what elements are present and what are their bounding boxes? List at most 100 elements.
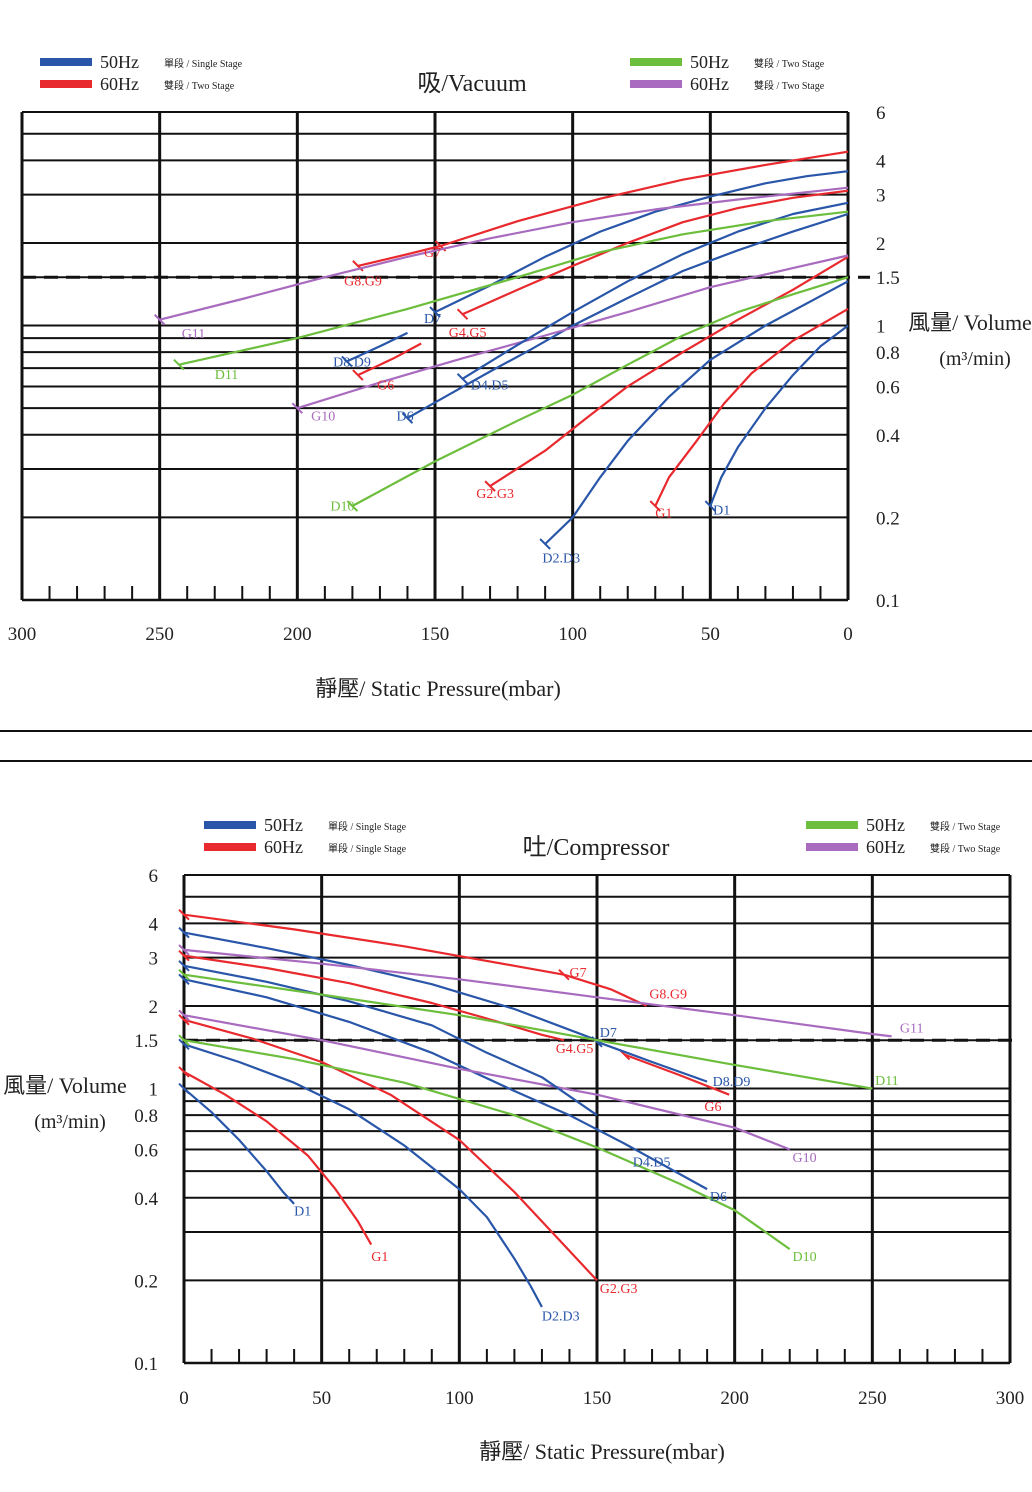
series-endcap-3: [484, 480, 496, 492]
series-endcap-4: [178, 1034, 190, 1046]
series-line-9: [183, 954, 565, 1042]
series-endcap-5: [401, 412, 414, 424]
curve-label: G2.G3: [600, 1282, 638, 1297]
legend-desc: 雙段 / Two Stage: [754, 57, 825, 70]
curve-label: G7: [424, 246, 441, 261]
y-tick-label: 0.6: [876, 377, 900, 398]
curve-label: D2.D3: [542, 1309, 580, 1324]
curve-label: G11: [900, 1022, 924, 1037]
legend-label: 50Hz: [690, 52, 729, 72]
legend-label: 60Hz: [264, 837, 303, 857]
y-tick-label: 1.5: [876, 268, 900, 289]
legend-swatch: [40, 80, 92, 88]
series-line-8: [624, 1053, 730, 1096]
legend-desc: 單段 / Single Stage: [328, 820, 407, 833]
curve-label: G7: [569, 966, 586, 981]
series-line-15: [183, 948, 892, 1038]
curve-label: G4.G5: [449, 326, 487, 341]
x-tick-label: 100: [445, 1388, 474, 1409]
x-tick-label: 200: [283, 624, 312, 645]
y-tick-label: 3: [149, 949, 159, 970]
x-tick-label: 150: [421, 624, 450, 645]
legend-swatch: [806, 843, 858, 851]
legend-desc: 單段 / Single Stage: [164, 57, 243, 70]
curve-label: D1: [713, 503, 730, 518]
legend-swatch: [630, 58, 682, 66]
curve-label: G8.G9: [344, 274, 382, 289]
legend-label: 50Hz: [100, 52, 139, 72]
vacuum-title: 吸/Vacuum: [417, 71, 527, 97]
series-endcap-6: [291, 402, 304, 414]
series-endcap-11: [178, 926, 190, 939]
series-line-7: [461, 201, 849, 380]
series-line-4: [183, 1039, 791, 1250]
series-line-10: [596, 1040, 708, 1083]
y-tick-label: 0.8: [134, 1106, 158, 1127]
legend-desc: 雙段 / Two Stage: [754, 79, 825, 92]
legend-desc: 雙段 / Two Stage: [930, 842, 1001, 855]
x-tick-label: 150: [583, 1388, 612, 1409]
legend-swatch: [40, 58, 92, 66]
series-line-15: [159, 186, 849, 321]
series-line-1: [183, 1070, 373, 1246]
y-tick-label: 4: [876, 151, 886, 172]
curve-label: D7: [600, 1026, 617, 1041]
series-endcap-9: [456, 308, 469, 320]
series-endcap-1: [649, 500, 661, 512]
series-line-0: [709, 324, 849, 507]
series-endcap-10: [341, 355, 353, 368]
curve-label: D4.D5: [633, 1155, 671, 1170]
curve-label: G6: [704, 1100, 721, 1115]
series-endcap-15: [153, 314, 166, 326]
compressor-legend: 50Hz 單段 / Single Stage 60Hz 單段 / Single Sta…: [204, 815, 1001, 857]
x-tick-label: 50: [312, 1388, 331, 1409]
series-line-9: [462, 189, 849, 316]
y-tick-label: 6: [149, 866, 159, 887]
series-endcap-0: [704, 500, 717, 512]
y-tick-label: 0.4: [134, 1189, 158, 1210]
series-endcap-8: [352, 369, 364, 381]
x-tick-label: 300: [996, 1388, 1025, 1409]
series-endcap-7: [456, 373, 469, 385]
curve-label: D8.D9: [333, 355, 371, 370]
y-tick-label: 2: [876, 234, 886, 255]
curve-label: D6: [710, 1190, 727, 1205]
curve-label: G8.G9: [649, 987, 687, 1002]
x-tick-label: 250: [145, 624, 174, 645]
curve-label: D11: [215, 368, 239, 383]
series-line-13: [357, 244, 441, 267]
series-endcap-6: [178, 1009, 190, 1021]
curve-label: D6: [396, 410, 413, 425]
series-line-6: [296, 254, 849, 410]
curve-label: D7: [424, 312, 441, 327]
y-tick-label: 1: [876, 317, 886, 338]
vacuum-xlabel: 靜壓/ Static Pressure(mbar): [315, 676, 561, 701]
y-tick-label: 0.1: [134, 1354, 158, 1375]
x-tick-label: 0: [179, 1388, 189, 1409]
legend-desc: 單段 / Single Stage: [328, 842, 407, 855]
y-tick-label: 0.1: [876, 591, 900, 612]
series-line-11: [434, 170, 849, 314]
compressor-yunit: (m³/min): [34, 1111, 106, 1133]
y-tick-label: 1: [149, 1080, 159, 1101]
x-tick-label: 0: [843, 624, 853, 645]
curve-label: G11: [182, 327, 206, 342]
x-tick-label: 250: [858, 1388, 887, 1409]
series-line-2: [544, 280, 849, 545]
legend-label: 60Hz: [866, 837, 905, 857]
series-endcap-12: [173, 359, 185, 371]
x-tick-label: 200: [720, 1388, 749, 1409]
series-endcap-12: [178, 968, 190, 981]
legend-swatch: [806, 821, 858, 829]
compressor-chart: 0 50 100 150 200 250 300 6 4 3 2 1.5 1 0.8 0.6 0.4 0.2 0.…: [3, 815, 1024, 1464]
compressor-ticks: 0 50 100 150 200 250 300 6 4 3 2 1.5 1 0.8 0.6 0.4 0.2 0.…: [134, 866, 1024, 1409]
vacuum-chart: 300 250 200 150 100 50 0 6 4 3 2 1.5 1 0.8 0.6 0.4 0.2 0.…: [8, 52, 1032, 701]
y-tick-label: 0.4: [876, 426, 900, 447]
curve-label: G1: [655, 506, 672, 521]
curve-label: G2.G3: [476, 487, 514, 502]
curve-label: G1: [371, 1250, 388, 1265]
y-tick-label: 0.2: [876, 508, 900, 529]
compressor-title: 吐/Compressor: [523, 834, 670, 861]
series-line-7: [183, 964, 598, 1117]
